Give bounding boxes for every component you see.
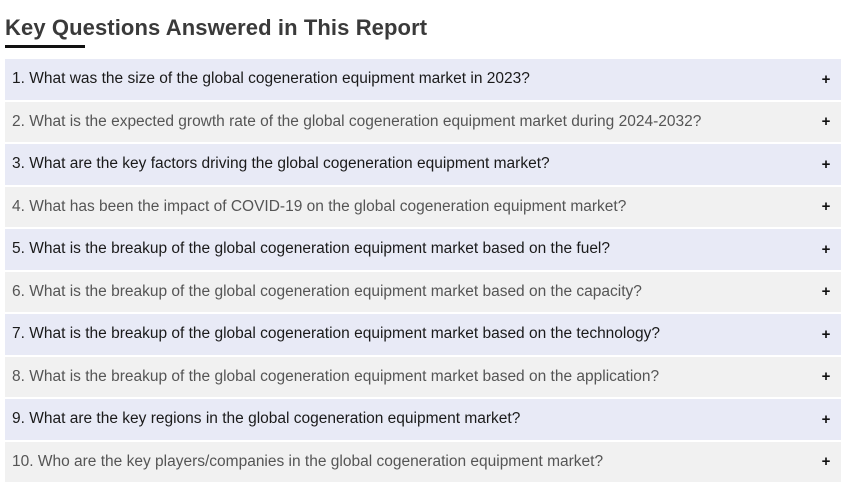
title-underline — [5, 45, 85, 48]
faq-question: 3. What are the key factors driving the … — [12, 155, 550, 173]
faq-question: 7. What is the breakup of the global cog… — [12, 325, 660, 343]
faq-question: 4. What has been the impact of COVID-19 … — [12, 197, 627, 215]
faq-question: 2. What is the expected growth rate of t… — [12, 112, 702, 130]
faq-question: 9. What are the key regions in the globa… — [12, 410, 521, 428]
faq-question: 5. What is the breakup of the global cog… — [12, 240, 610, 258]
faq-question: 1. What was the size of the global cogen… — [12, 70, 530, 88]
faq-question: 10. Who are the key players/companies in… — [12, 452, 604, 470]
faq-item-4[interactable]: 4. What has been the impact of COVID-19 … — [5, 186, 841, 227]
faq-item-5[interactable]: 5. What is the breakup of the global cog… — [5, 229, 841, 270]
faq-accordion: 1. What was the size of the global cogen… — [5, 59, 841, 484]
faq-question: 6. What is the breakup of the global cog… — [12, 282, 642, 300]
section-header: Key Questions Answered in This Report — [5, 14, 427, 48]
plus-icon[interactable]: + — [821, 240, 831, 258]
plus-icon[interactable]: + — [821, 70, 831, 88]
plus-icon[interactable]: + — [821, 155, 831, 173]
faq-item-6[interactable]: 6. What is the breakup of the global cog… — [5, 271, 841, 312]
faq-item-9[interactable]: 9. What are the key regions in the globa… — [5, 399, 841, 440]
faq-item-10[interactable]: 10. Who are the key players/companies in… — [5, 441, 841, 482]
faq-item-3[interactable]: 3. What are the key factors driving the … — [5, 144, 841, 185]
plus-icon[interactable]: + — [821, 453, 831, 471]
plus-icon[interactable]: + — [821, 410, 831, 428]
faq-item-8[interactable]: 8. What is the breakup of the global cog… — [5, 356, 841, 397]
faq-item-2[interactable]: 2. What is the expected growth rate of t… — [5, 101, 841, 142]
plus-icon[interactable]: + — [821, 283, 831, 301]
plus-icon[interactable]: + — [821, 198, 831, 216]
faq-item-7[interactable]: 7. What is the breakup of the global cog… — [5, 314, 841, 355]
plus-icon[interactable]: + — [821, 113, 831, 131]
faq-item-1[interactable]: 1. What was the size of the global cogen… — [5, 59, 841, 100]
plus-icon[interactable]: + — [821, 325, 831, 343]
section-title: Key Questions Answered in This Report — [5, 15, 428, 40]
faq-question: 8. What is the breakup of the global cog… — [12, 367, 660, 385]
plus-icon[interactable]: + — [821, 368, 831, 386]
